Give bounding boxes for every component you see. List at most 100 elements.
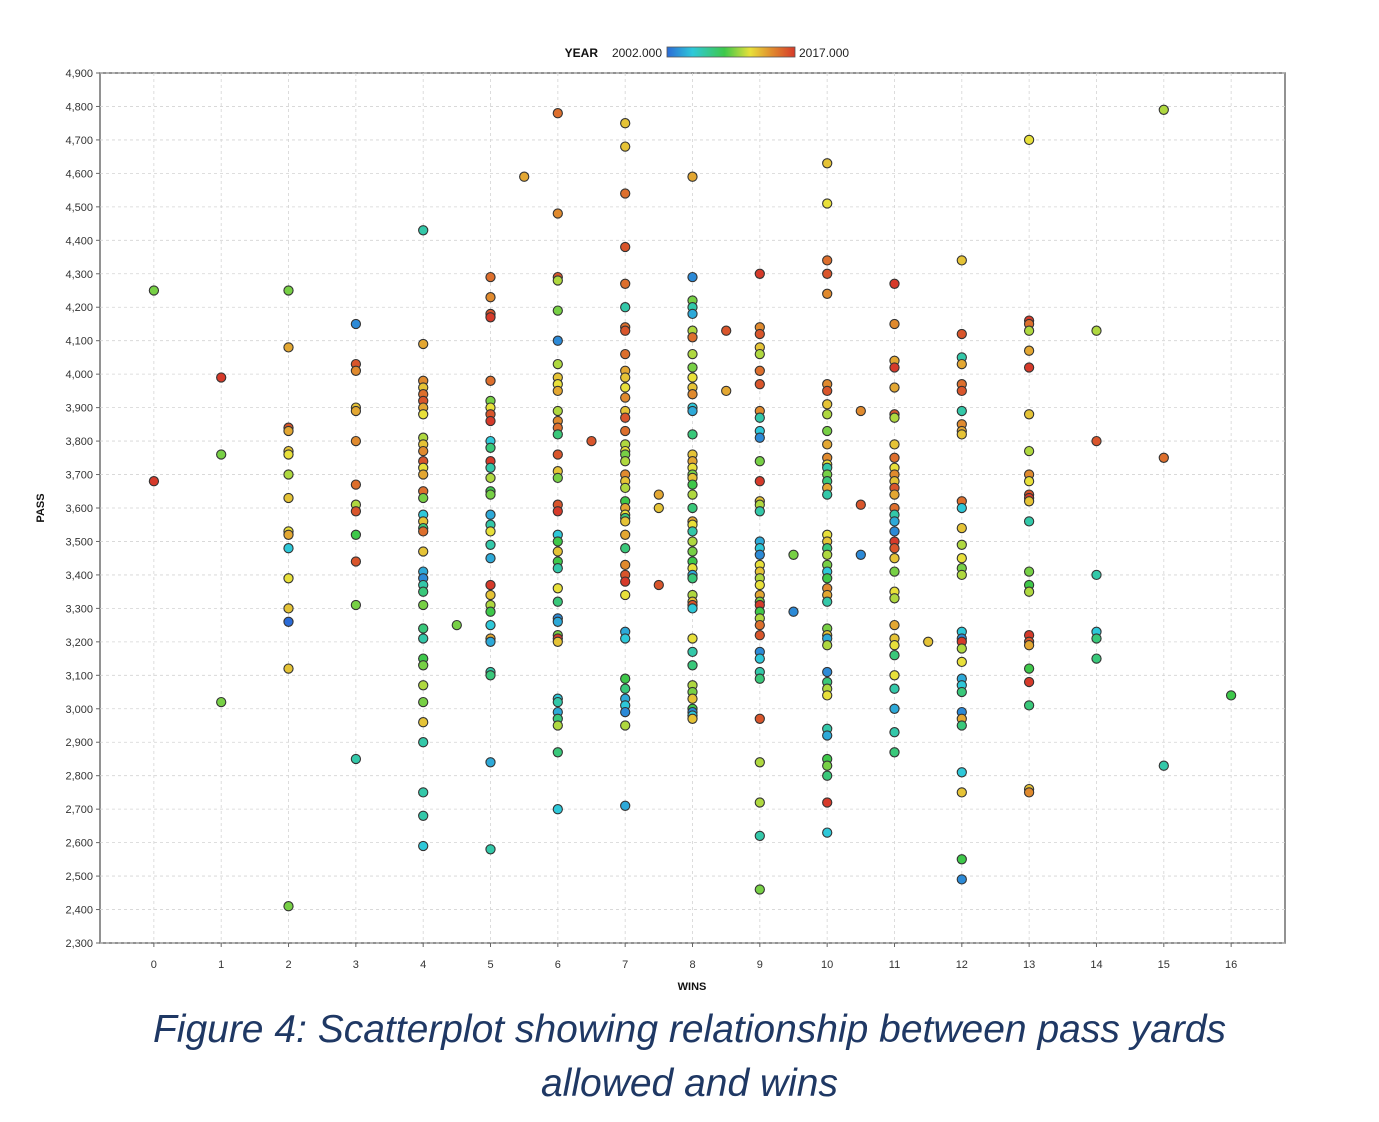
data-point [350,435,362,447]
data-point [889,382,900,393]
y-tick-label: 3,600 [65,503,93,515]
data-point [418,586,429,597]
data-point [687,362,698,373]
data-point [956,874,967,885]
data-point [283,616,294,627]
y-tick-label: 4,400 [65,235,93,247]
y-axis-title: PASS [35,493,47,522]
data-point [653,489,664,500]
data-point [485,579,496,591]
axis-ticks: 2,300 2,400 2,500 2,600 2,700 2,800 2,900 3,000… [65,68,1237,971]
data-point [754,328,765,340]
data-point [620,278,631,289]
data-point [687,603,698,614]
data-point [485,509,496,520]
data-point [552,616,563,627]
data-point [754,506,765,517]
data-point [1023,362,1035,373]
data-point [687,171,698,182]
data-point [519,171,530,182]
data-point [687,546,698,557]
data-point [889,670,900,681]
data-point [687,526,698,537]
legend-color-bar [666,46,796,58]
data-point [889,516,900,527]
data-point [956,720,967,731]
data-point [485,636,496,647]
y-tick-label: 4,900 [65,68,93,80]
data-point [620,118,631,129]
data-point [687,693,698,704]
x-tick-label: 3 [353,959,359,971]
data-point [855,499,866,510]
data-point [552,335,563,346]
data-point [956,539,967,550]
data-point [653,502,664,514]
x-tick-label: 8 [689,959,695,971]
data-point [418,717,429,728]
data-point [687,479,698,490]
y-tick-label: 2,700 [65,804,93,816]
data-point [889,619,900,631]
legend-min-label: 2002.000 [612,46,662,60]
data-point [889,650,900,661]
data-point [485,606,496,617]
data-point [653,579,664,591]
data-point [620,673,631,684]
data-point [552,429,563,440]
data-point [1023,496,1035,507]
data-point [788,606,799,617]
data-point [687,429,698,440]
data-point [620,543,631,554]
data-point [687,536,698,547]
data-point [283,492,294,504]
data-point [418,623,429,634]
data-point [350,753,362,765]
x-tick-label: 15 [1158,959,1170,971]
data-point [1023,700,1035,711]
data-point [1091,435,1102,447]
x-tick-label: 13 [1023,959,1035,971]
data-point [283,449,294,460]
data-point [620,241,631,253]
data-point [1023,476,1035,487]
data-point [485,462,496,473]
data-point [418,445,429,457]
data-point [552,449,563,460]
x-tick-label: 7 [622,959,628,971]
data-point [283,603,294,614]
data-point [1158,104,1169,115]
data-point [1158,760,1169,771]
x-tick-label: 5 [487,959,493,971]
data-point [889,553,900,564]
data-point [552,208,563,219]
data-point [754,432,765,443]
data-point [754,348,765,360]
data-point [956,429,967,440]
data-point [552,536,563,547]
data-point [620,559,631,571]
data-point [485,442,496,453]
data-point [552,358,563,370]
data-point [788,549,799,560]
data-point [754,797,765,808]
data-point [485,670,496,681]
data-point [822,255,833,266]
data-point [216,696,227,708]
y-tick-label: 4,800 [65,101,93,113]
data-point [1023,787,1035,798]
data-point [418,840,429,852]
data-point [620,589,631,601]
data-point [822,198,833,209]
data-point [283,469,294,480]
data-point [889,543,900,554]
data-point [620,382,631,393]
data-point [283,663,294,674]
data-point [687,633,698,644]
data-point [956,328,967,340]
data-point [822,549,833,560]
data-point [754,653,765,664]
data-point [687,489,698,500]
data-point [822,827,833,838]
data-point [485,489,496,500]
